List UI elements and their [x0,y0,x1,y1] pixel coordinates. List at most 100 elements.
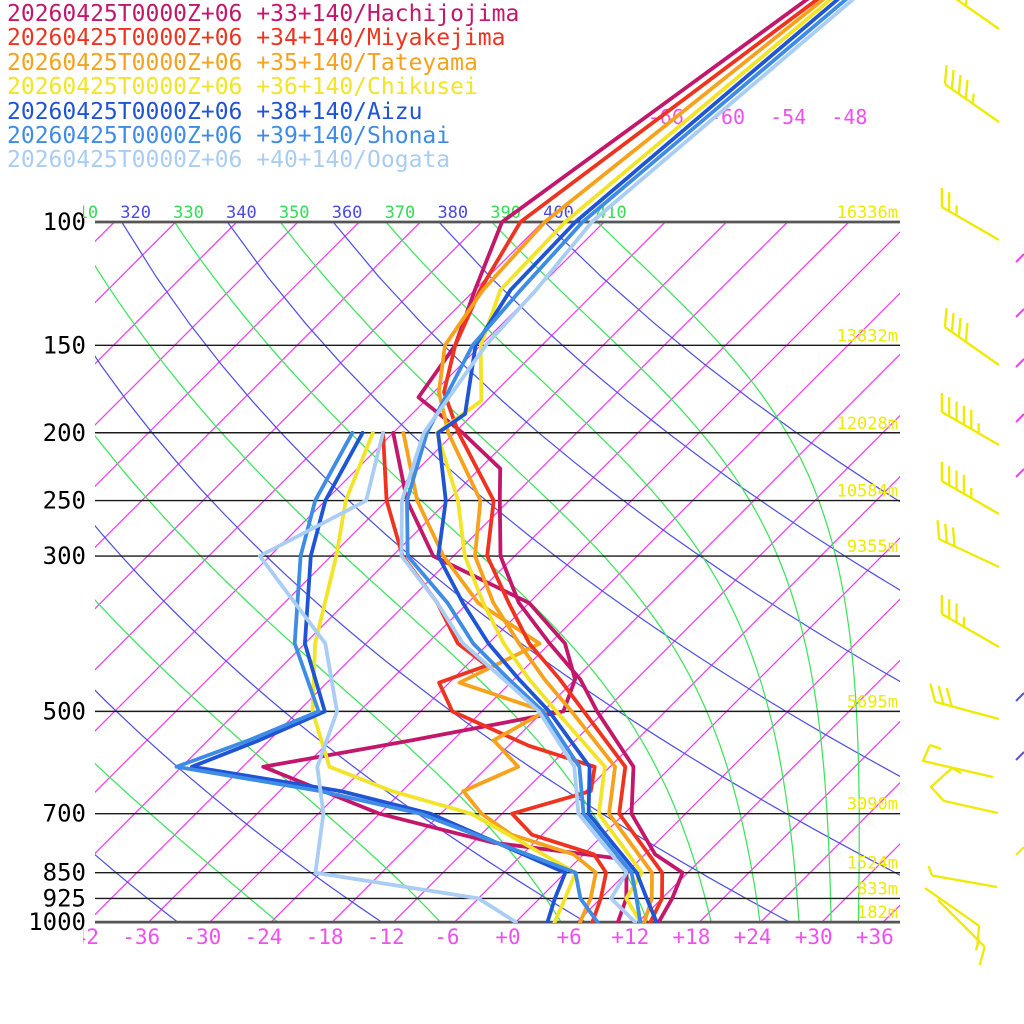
dry-adiabat-line [95,524,587,922]
theta-label-320: 320 [120,203,151,223]
isotherm-line [95,222,360,488]
temperature-curve-shonai [405,0,849,923]
isotherm-line [882,904,900,922]
isotherm-label-top: -54 [770,105,806,129]
isotherm-line [637,659,900,922]
pressure-label-200: 200 [43,419,86,447]
isotherm-line [95,222,544,671]
theta-label-340: 340 [226,203,257,223]
theta-label-410: 410 [596,203,627,223]
edge-tick [1015,468,1024,478]
wind-barb [940,393,1000,446]
edge-tick [1015,692,1024,702]
isotherm-label-bottom: -18 [306,925,344,949]
wind-barb [955,0,1000,30]
isotherm-label-bottom: -30 [183,925,221,949]
dry-adiabat-line [438,222,900,591]
isotherm-line [95,222,177,304]
moist-adiabat-line [95,434,562,922]
wind-barb [936,520,1000,569]
moist-adiabat-line [95,762,279,922]
theta-label-330: 330 [173,203,204,223]
moist-adiabat-line [279,222,761,922]
edge-tick [1015,846,1024,856]
edge-tick [1015,253,1024,263]
isotherm-label-bottom: +0 [495,925,520,949]
pressure-label-1000: 1000 [28,908,86,936]
isotherm-line [760,781,900,922]
theta-label-360: 360 [332,203,363,223]
wind-barb [937,899,986,966]
legend-entry-tateyama: 20260425T0000Z+06 +35+140/Tateyama [7,49,478,76]
skewt-grid [95,222,900,922]
pressure-label-100: 100 [43,208,86,236]
pressure-label-150: 150 [43,331,86,359]
wind-barb-bent [929,766,999,815]
altitude-label-925: 833m [857,879,898,899]
wind-barb [940,462,1000,515]
isotherm-label-bottom: +36 [856,925,894,949]
isotherm-line [95,222,727,855]
isotherm-label-bottom: -42 [61,925,99,949]
sounding-curves [174,0,856,923]
dewpoint-curve-oogata [257,430,518,923]
theta-label-390: 390 [490,203,521,223]
dry-adiabat-line [95,853,179,922]
isotherm-line [576,598,900,922]
legend-entry-hachijojima: 20260425T0000Z+06 +33+140/Hachijojima [7,1,520,27]
altitude-label-850: 1524m [847,854,898,874]
legend-entry-oogata: 20260425T0000Z+06 +40+140/Oogata [7,147,451,174]
wind-barb-column [921,0,1000,966]
pressure-label-850: 850 [43,859,86,887]
wind-barb [924,887,981,945]
legend-entry-shonai: 20260425T0000Z+06 +39+140/Shonai [7,123,451,150]
isotherm-label-bottom: +6 [556,925,581,949]
altitude-label-150: 13832m [837,326,898,346]
pressure-label-925: 925 [43,884,86,912]
legend: 20260425T0000Z+06 +33+140/Hachijojima 202… [7,2,519,173]
dewpoint-curve-chikusei [310,430,578,923]
isotherm-line [95,222,605,732]
isotherm-line [209,231,900,922]
edge-ticks [1015,253,1024,856]
edge-tick [1015,308,1024,318]
temperature-curve-oogata [399,0,856,923]
dewpoint-curve-aizu [189,430,568,923]
pressure-label-700: 700 [43,800,86,828]
theta-label-380: 380 [437,203,468,223]
altitude-label-250: 10584m [837,482,898,502]
moist-adiabat-line [596,222,860,922]
pressure-axis: 100 16336m 150 13832m 200 12028m 250 10584m 300 9… [28,203,900,936]
theta-label-310: 310 [67,203,98,223]
isotherm-label-top: -48 [831,105,867,129]
wind-barb [943,65,1000,123]
edge-tick [1015,751,1024,761]
isotherm-label-bottom: -36 [122,925,160,949]
isotherm-label-bottom: -24 [244,925,282,949]
altitude-label-500: 5695m [847,692,898,712]
wind-barb [943,308,1000,366]
moist-adiabat-line [385,222,800,922]
isotherm-label-bottom: +18 [672,925,710,949]
isotherm-line [95,222,421,549]
isotherm-line [454,475,900,922]
pressure-label-300: 300 [43,542,86,570]
isotherm-line [95,222,238,365]
moist-adiabat-line [95,599,442,922]
dry-adiabat-line [95,689,383,922]
pressure-label-250: 250 [43,487,86,515]
theta-label-350: 350 [279,203,310,223]
altitude-label-200: 12028m [837,414,898,434]
legend-entry-miyakejima: 20260425T0000Z+06 +34+140/Miyakejima [7,25,506,52]
pressure-label-500: 500 [43,697,86,725]
isotherm-line [95,222,299,426]
isotherm-line [95,222,483,610]
temperature-curve-tateyama [436,0,826,923]
edge-tick [1015,413,1024,423]
isotherm-label-bottom: -6 [434,925,459,949]
legend-entry-chikusei: 20260425T0000Z+06 +36+140/Chikusei [7,74,478,101]
temperature-curve-miyakejima [442,0,820,923]
isotherm-line [95,222,789,916]
isotherm-label-rows: -42 -36 -30 -24 -18 -12 -6 +0 +6 +12 +18 +24 +30 +36 -… [61,105,894,949]
dewpoint-curve-shonai [174,430,600,923]
